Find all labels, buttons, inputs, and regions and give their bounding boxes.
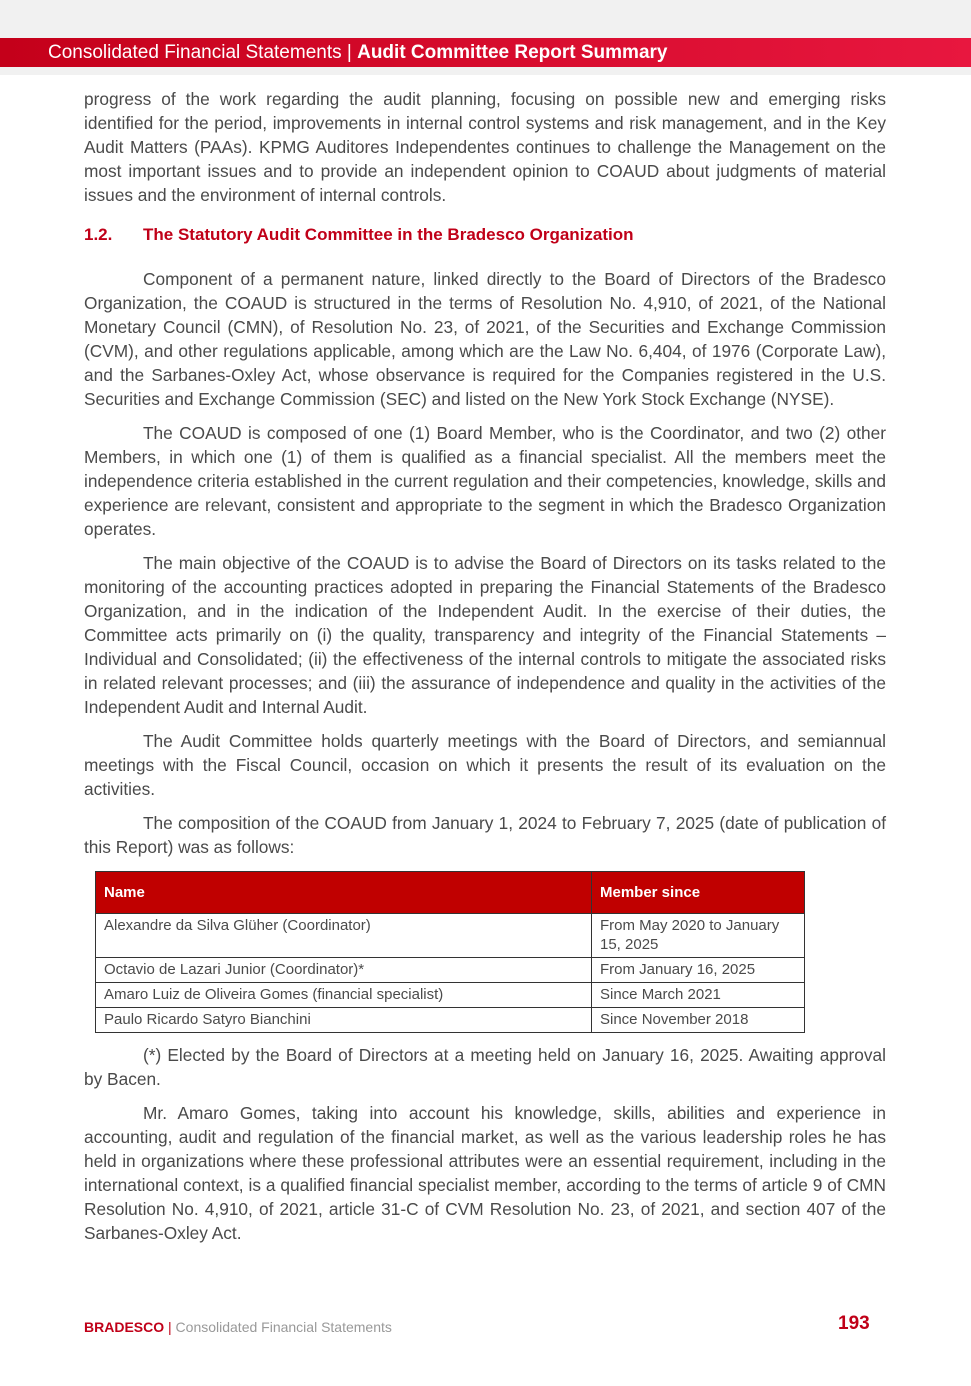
cell-member-since: Since November 2018 xyxy=(591,1007,805,1033)
page-content: progress of the work regarding the audit… xyxy=(84,87,886,1255)
table-row: Octavio de Lazari Junior (Coordinator)* … xyxy=(95,957,805,983)
paragraph: The Audit Committee holds quarterly meet… xyxy=(84,731,886,799)
table-row: Paulo Ricardo Satyro Bianchini Since Nov… xyxy=(95,1007,805,1033)
footer: BRADESCO | Consolidated Financial Statem… xyxy=(84,1317,392,1337)
header-band: Consolidated Financial Statements | Audi… xyxy=(0,38,971,67)
cell-name: Amaro Luiz de Oliveira Gomes (financial … xyxy=(95,982,592,1008)
table-header-row: Name Member since xyxy=(95,871,805,914)
table-row: Alexandre da Silva Glüher (Coordinator) … xyxy=(95,913,805,958)
header-section: Consolidated Financial Statements xyxy=(48,42,342,63)
composition-table: Name Member since Alexandre da Silva Glü… xyxy=(95,871,805,1033)
column-header-member-since: Member since xyxy=(591,871,805,914)
paragraph: The composition of the COAUD from Januar… xyxy=(84,813,886,857)
cell-name: Alexandre da Silva Glüher (Coordinator) xyxy=(95,913,592,958)
page-number: 193 xyxy=(838,1313,870,1334)
header-separator: | xyxy=(346,42,352,63)
cell-name: Octavio de Lazari Junior (Coordinator)* xyxy=(95,957,592,983)
cell-name: Paulo Ricardo Satyro Bianchini xyxy=(95,1007,592,1033)
paragraph: The main objective of the COAUD is to ad… xyxy=(84,553,886,717)
cell-member-since: From May 2020 to January 15, 2025 xyxy=(591,913,805,958)
table-row: Amaro Luiz de Oliveira Gomes (financial … xyxy=(95,982,805,1008)
footnote: (*) Elected by the Board of Directors at… xyxy=(84,1045,886,1089)
paragraph: The COAUD is composed of one (1) Board M… xyxy=(84,423,886,539)
cell-member-since: Since March 2021 xyxy=(591,982,805,1008)
header-title: Audit Committee Report Summary xyxy=(357,42,668,63)
paragraph: progress of the work regarding the audit… xyxy=(84,89,886,205)
footer-text: Consolidated Financial Statements xyxy=(175,1319,392,1335)
cell-member-since: From January 16, 2025 xyxy=(591,957,805,983)
footer-brand: BRADESCO xyxy=(84,1319,165,1335)
section-title: The Statutory Audit Committee in the Bra… xyxy=(143,225,634,244)
column-header-name: Name xyxy=(95,871,592,914)
paragraph: Component of a permanent nature, linked … xyxy=(84,269,886,409)
footer-separator: | xyxy=(168,1319,172,1335)
paragraph: Mr. Amaro Gomes, taking into account his… xyxy=(84,1103,886,1243)
section-heading: 1.2. The Statutory Audit Committee in the… xyxy=(84,223,886,247)
section-number: 1.2. xyxy=(84,225,113,244)
